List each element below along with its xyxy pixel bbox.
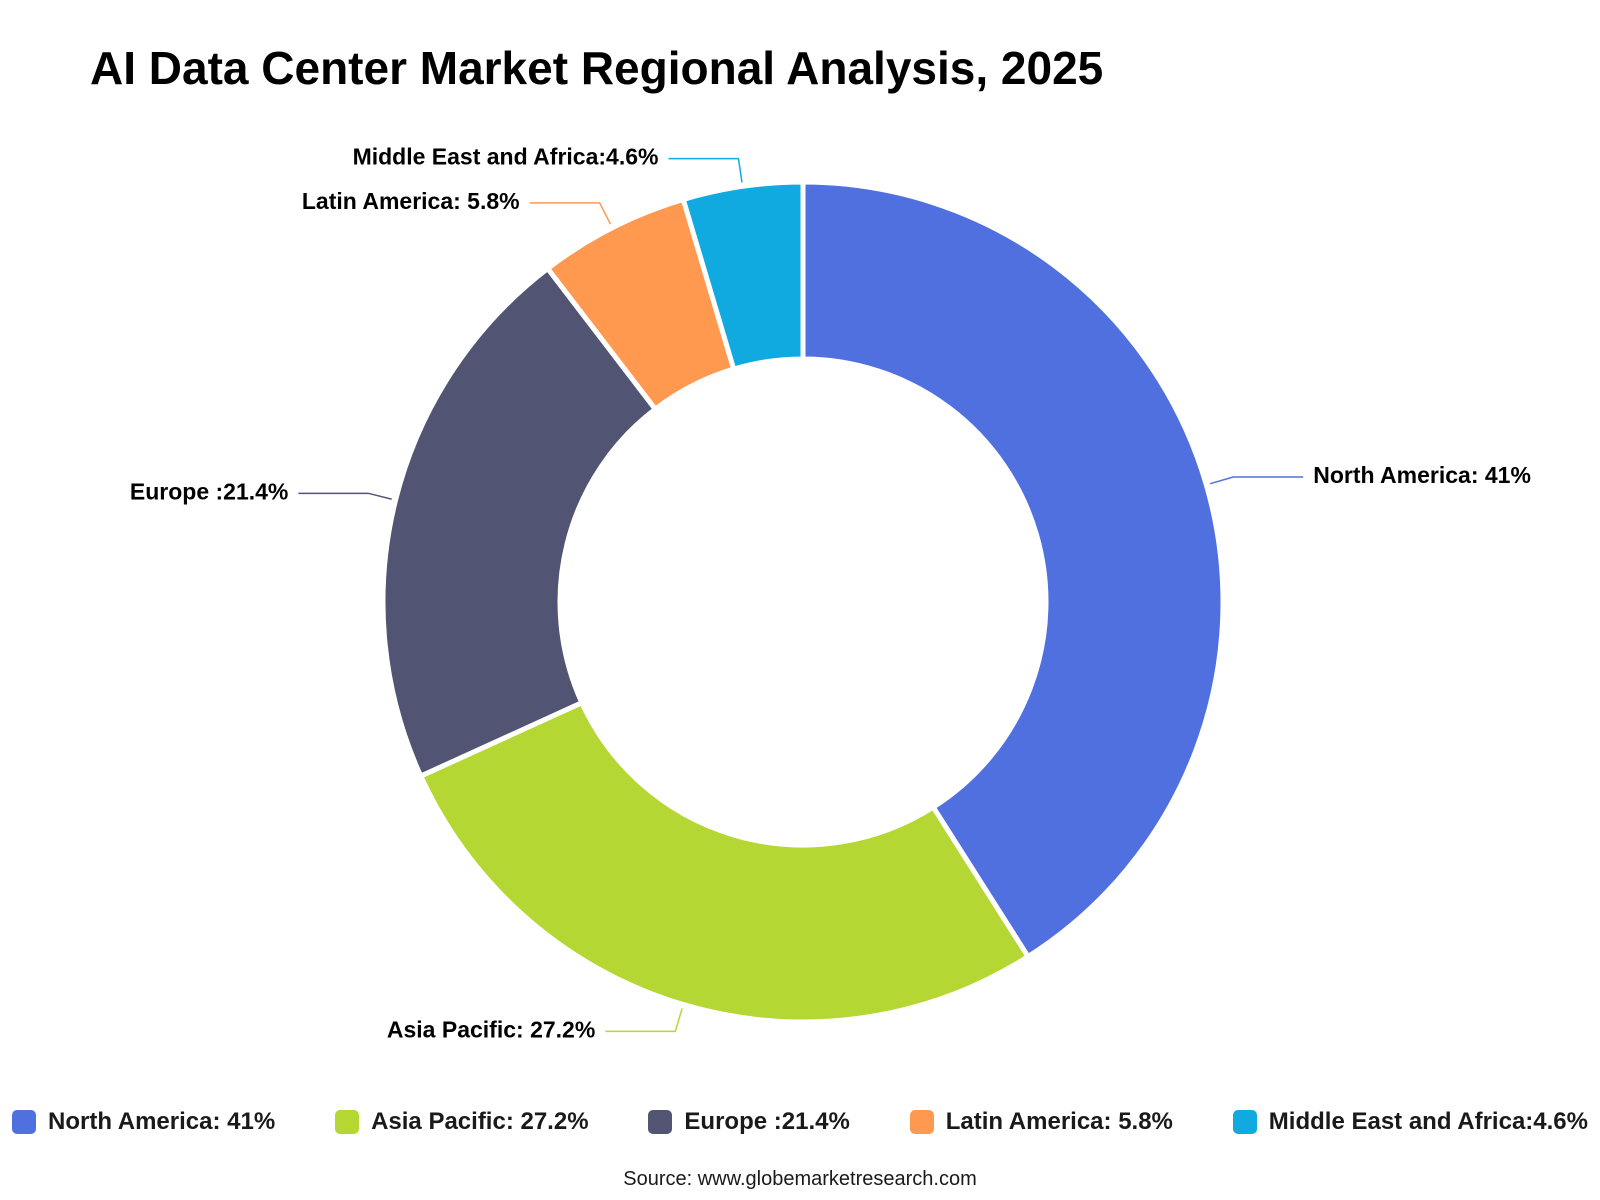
legend-item: North America: 41%	[12, 1108, 275, 1136]
data-label: Latin America: 5.8%	[302, 188, 520, 214]
chart: AI Data Center Market Regional Analysis,…	[90, 42, 1531, 1042]
legend-item: Europe :21.4%	[648, 1108, 850, 1136]
donut-slice	[380, 266, 658, 779]
data-label: Asia Pacific: 27.2%	[387, 1016, 595, 1042]
data-label: Europe :21.4%	[130, 478, 289, 504]
leader-line	[668, 157, 743, 183]
donut-slice	[680, 179, 806, 372]
legend-swatch	[12, 1110, 36, 1134]
donut-slice	[418, 700, 1031, 1025]
legend-item: Asia Pacific: 27.2%	[335, 1108, 589, 1136]
source: Source: www.globemarketresearch.com	[623, 1168, 977, 1190]
leader-line	[298, 492, 392, 500]
legend-swatch	[648, 1110, 673, 1134]
legend: North America: 41% Asia Pacific: 27.2% Eur…	[12, 1108, 1588, 1136]
legend-label: North America: 41%	[48, 1108, 276, 1135]
leader-line	[1209, 476, 1304, 485]
leader-line	[605, 1008, 683, 1033]
legend-swatch	[909, 1110, 934, 1134]
chart-title: AI Data Center Market Regional Analysis,…	[90, 42, 1103, 94]
donut-slice	[800, 179, 1226, 960]
data-label: Middle East and Africa:4.6%	[353, 144, 659, 170]
legend-item: Middle East and Africa:4.6%	[1232, 1108, 1588, 1136]
legend-swatch	[1232, 1110, 1257, 1134]
data-label: North America: 41%	[1313, 462, 1531, 488]
legend-label: Latin America: 5.8%	[945, 1108, 1173, 1135]
legend-item: Latin America: 5.8%	[909, 1108, 1173, 1136]
legend-label: Europe :21.4%	[684, 1108, 850, 1135]
legend-label: Middle East and Africa:4.6%	[1268, 1108, 1588, 1135]
legend-swatch	[335, 1110, 360, 1134]
legend-label: Asia Pacific: 27.2%	[371, 1108, 589, 1135]
leader-line	[529, 202, 612, 225]
